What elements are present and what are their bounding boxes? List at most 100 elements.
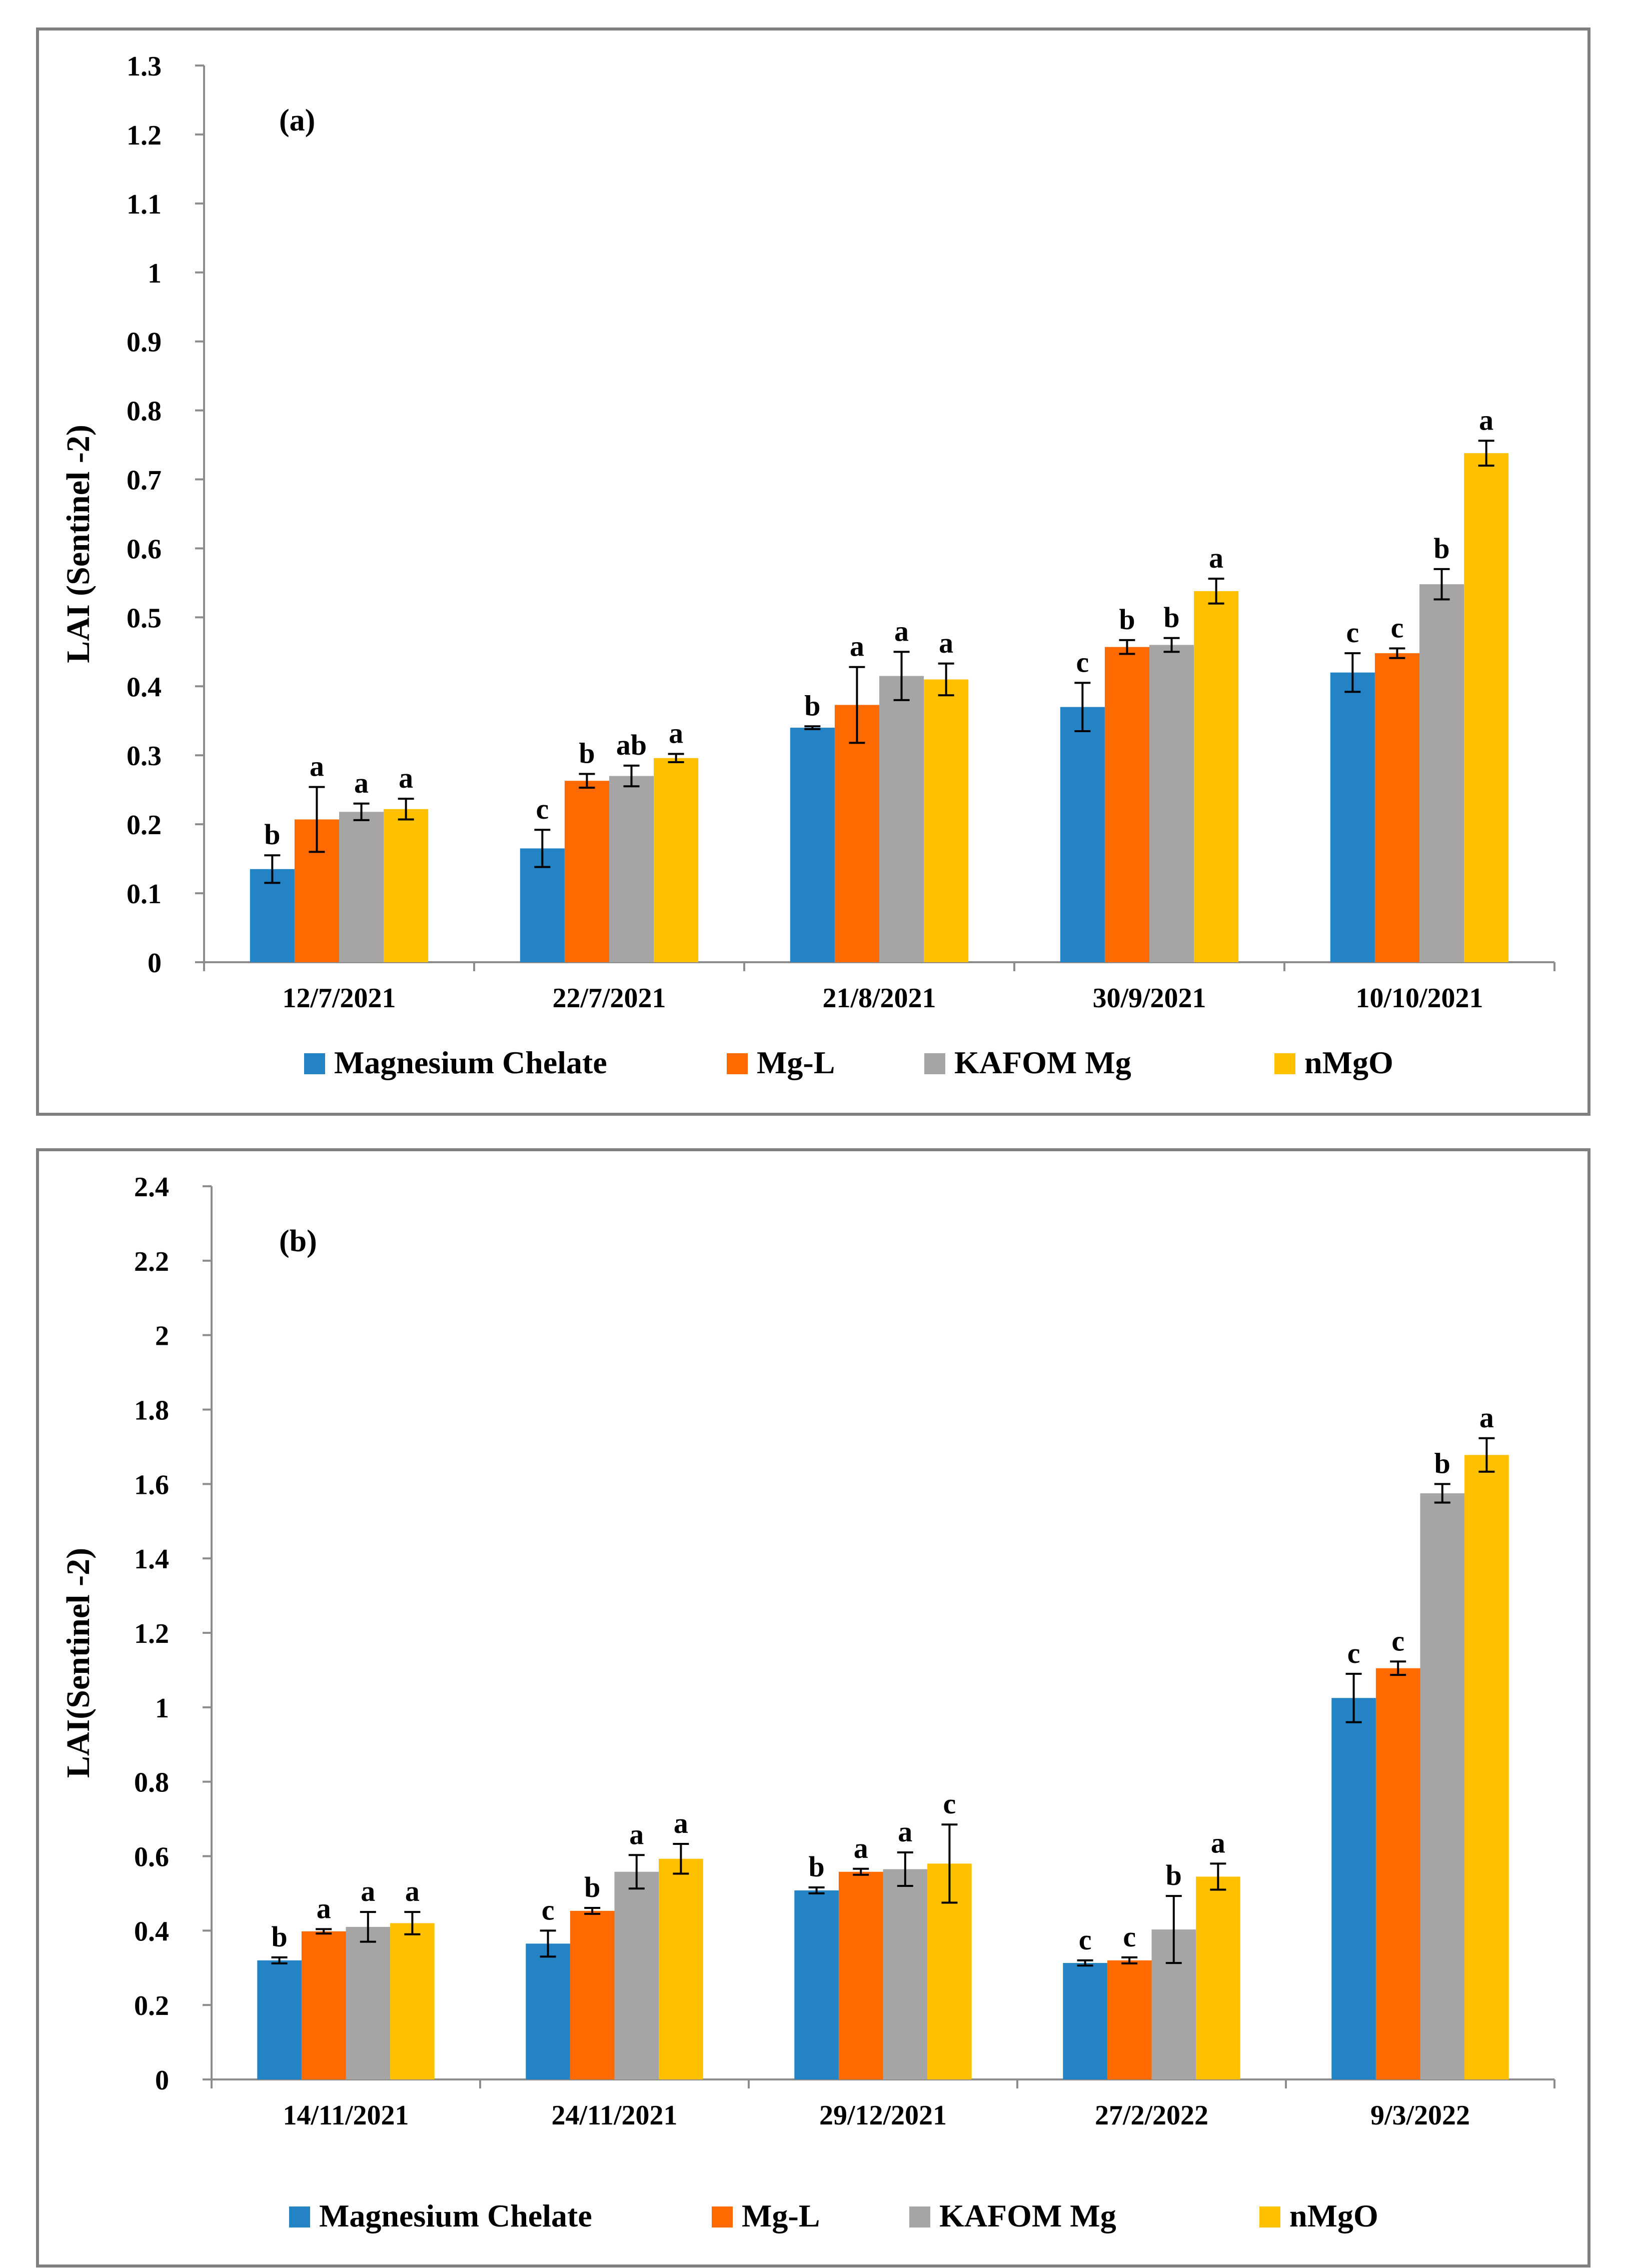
- chart-b-bar-magnesium-chelate-9-3-2022: [1331, 1698, 1376, 2079]
- chart-a-y-tick-label: 1.2: [127, 120, 162, 151]
- chart-b-y-tick-label: 0.4: [134, 1916, 169, 1947]
- chart-a-bar-mg-l-22-7-2021-significance-label: b: [579, 737, 595, 769]
- chart-b-legend-label-mg-l: Mg-L: [742, 2198, 820, 2233]
- chart-b-x-tick-label: 14/11/2021: [283, 2100, 409, 2131]
- chart-a-y-tick-label: 1.3: [127, 51, 162, 82]
- chart-b-bar-magnesium-chelate-24-11-2021: [526, 1943, 570, 2079]
- chart-a-bar-nmgo-12-7-2021: [384, 809, 429, 962]
- chart-b-y-axis-label: LAI(Sentinel -2): [60, 1548, 97, 1778]
- chart-a-bar-nmgo-22-7-2021: [654, 758, 699, 962]
- chart-a-bar-mg-l-21-8-2021-significance-label: a: [850, 630, 864, 663]
- chart-b-x-tick-label: 24/11/2021: [551, 2100, 677, 2131]
- chart-a-bar-nmgo-30-9-2021: [1194, 591, 1239, 962]
- chart-b-bar-magnesium-chelate-29-12-2021: [794, 1890, 839, 2079]
- chart-a-x-tick-label: 12/7/2021: [282, 983, 396, 1014]
- chart-b-bar-mg-l-27-2-2022: [1107, 1960, 1152, 2079]
- chart-b-x-tick-label: 29/12/2021: [819, 2100, 947, 2131]
- chart-b-x-tick-label: 27/2/2022: [1095, 2100, 1208, 2131]
- chart-b-y-tick-label: 0: [155, 2065, 169, 2096]
- chart-a-y-tick-label: 0: [148, 948, 162, 979]
- chart-a-bar-magnesium-chelate-21-8-2021-significance-label: b: [804, 689, 820, 722]
- chart-a-bar-nmgo-10-10-2021-significance-label: a: [1479, 404, 1493, 436]
- chart-b-bar-kafom-mg-27-2-2022-significance-label: b: [1166, 1859, 1182, 1891]
- chart-b-y-tick-label: 0.8: [134, 1767, 169, 1798]
- chart-b-y-tick-label: 1.2: [134, 1618, 169, 1649]
- chart-panel-b: 0 0.2 0.4 0.6 0.8 1 1.2 1.4 1.6 1.8 2 2.2 2.4 LAI(Sen…: [36, 1148, 1590, 2267]
- chart-b-y-tick-label: 1.8: [134, 1395, 169, 1426]
- chart-b-bar-kafom-mg-24-11-2021-significance-label: a: [629, 1818, 644, 1850]
- chart-a-bar-kafom-mg-10-10-2021-significance-label: b: [1433, 532, 1449, 565]
- chart-b-bar-magnesium-chelate-27-2-2022: [1063, 1963, 1107, 2079]
- chart-a-panel-label: (a): [279, 104, 315, 138]
- chart-b-bar-kafom-mg-14-11-2021-significance-label: a: [361, 1875, 375, 1907]
- chart-b-bar-mg-l-14-11-2021: [301, 1931, 346, 2079]
- chart-a-bar-magnesium-chelate-30-9-2021: [1060, 707, 1105, 962]
- chart-b-y-tick-label: 0.6: [134, 1842, 169, 1873]
- chart-a-svg: 0 0.1 0.2 0.3 0.4 0.5 0.6 0.7 0.8 0.9 1 1.1 1.2 1.3 LA…: [60, 51, 1555, 1080]
- chart-b-bar-nmgo-14-11-2021-significance-label: a: [405, 1875, 420, 1907]
- chart-a-bar-mg-l-21-8-2021: [834, 705, 879, 962]
- chart-b-bar-nmgo-24-11-2021: [659, 1858, 703, 2079]
- chart-b-bar-magnesium-chelate-14-11-2021: [257, 1960, 302, 2079]
- chart-a-bar-kafom-mg-21-8-2021-significance-label: a: [894, 615, 909, 647]
- chart-b-bar-magnesium-chelate-27-2-2022-significance-label: c: [1079, 1923, 1092, 1956]
- chart-b-legend-swatch-magnesium-chelate: [289, 2206, 310, 2227]
- chart-a-bar-magnesium-chelate-10-10-2021: [1330, 672, 1375, 962]
- chart-a-y-tick-label: 0.7: [127, 465, 162, 496]
- chart-a-bar-mg-l-10-10-2021: [1374, 653, 1419, 962]
- chart-b-bar-magnesium-chelate-24-11-2021-significance-label: c: [542, 1893, 555, 1926]
- chart-b-bar-mg-l-14-11-2021-significance-label: a: [317, 1892, 331, 1924]
- chart-b-legend-label-nmgo: nMgO: [1289, 2198, 1378, 2233]
- chart-a-bar-kafom-mg-30-9-2021: [1149, 645, 1194, 962]
- chart-a-bar-mg-l-12-7-2021-significance-label: a: [310, 750, 324, 783]
- chart-a-bar-magnesium-chelate-12-7-2021: [250, 869, 295, 962]
- chart-a-y-tick-label: 0.9: [127, 327, 162, 358]
- chart-b-bar-magnesium-chelate-9-3-2022-significance-label: c: [1347, 1637, 1360, 1669]
- chart-a-y-tick-label: 0.4: [127, 672, 162, 703]
- chart-a-bar-nmgo-30-9-2021-significance-label: a: [1209, 542, 1223, 574]
- chart-a-legend-swatch-kafom-mg: [924, 1053, 945, 1074]
- chart-b-bar-magnesium-chelate-14-11-2021-significance-label: b: [271, 1920, 287, 1953]
- chart-a-x-tick-label: 30/9/2021: [1092, 983, 1206, 1014]
- chart-a-y-tick-label: 0.3: [127, 741, 162, 772]
- chart-a-legend-label-mg-l: Mg-L: [757, 1045, 835, 1080]
- chart-b-bar-kafom-mg-24-11-2021: [614, 1871, 659, 2079]
- chart-a-legend-swatch-nmgo: [1274, 1053, 1295, 1074]
- chart-a-bar-kafom-mg-30-9-2021-significance-label: b: [1163, 601, 1179, 634]
- chart-b-bar-mg-l-9-3-2022: [1375, 1668, 1420, 2079]
- chart-a-legend-swatch-mg-l: [727, 1053, 748, 1074]
- chart-b-x-tick-label: 9/3/2022: [1370, 2100, 1470, 2131]
- chart-b-legend-swatch-nmgo: [1259, 2206, 1280, 2227]
- chart-b-panel-label: (b): [279, 1224, 317, 1258]
- chart-b-bar-nmgo-14-11-2021: [390, 1923, 435, 2079]
- chart-a-y-tick-label: 0.2: [127, 810, 162, 841]
- chart-b-bar-kafom-mg-9-3-2022-significance-label: b: [1434, 1447, 1450, 1479]
- chart-a-bar-magnesium-chelate-21-8-2021: [790, 728, 835, 962]
- chart-a-y-tick-label: 1: [148, 258, 162, 289]
- chart-a-legend-label-nmgo: nMgO: [1304, 1045, 1393, 1080]
- chart-a-bar-nmgo-21-8-2021-significance-label: a: [939, 627, 953, 659]
- chart-b-y-tick-label: 2.4: [134, 1172, 169, 1203]
- chart-a-bar-magnesium-chelate-30-9-2021-significance-label: c: [1076, 646, 1089, 678]
- chart-a-legend-swatch-magnesium-chelate: [304, 1053, 325, 1074]
- chart-a-y-tick-label: 0.8: [127, 396, 162, 427]
- chart-b-bar-mg-l-24-11-2021: [570, 1910, 615, 2079]
- chart-a-x-tick-label: 21/8/2021: [822, 983, 936, 1014]
- chart-b-y-tick-label: 2: [155, 1321, 169, 1352]
- chart-a-bar-magnesium-chelate-10-10-2021-significance-label: c: [1346, 616, 1359, 649]
- chart-a-bar-kafom-mg-22-7-2021-significance-label: ab: [616, 729, 647, 761]
- chart-a-bar-kafom-mg-12-7-2021: [339, 812, 384, 962]
- chart-b-svg: 0 0.2 0.4 0.6 0.8 1 1.2 1.4 1.6 1.8 2 2.2 2.4 LAI(Sen…: [60, 1172, 1555, 2233]
- chart-a-y-tick-label: 0.6: [127, 534, 162, 565]
- chart-a-bar-kafom-mg-12-7-2021-significance-label: a: [354, 767, 369, 799]
- chart-b-bar-kafom-mg-14-11-2021: [346, 1926, 391, 2079]
- chart-a-y-tick-label: 0.5: [127, 603, 162, 634]
- chart-b-legend-swatch-mg-l: [712, 2206, 733, 2227]
- chart-b-y-tick-label: 2.2: [134, 1246, 169, 1277]
- chart-panel-a: 0 0.1 0.2 0.3 0.4 0.5 0.6 0.7 0.8 0.9 1 1.1 1.2 1.3 LA…: [36, 28, 1590, 1116]
- chart-b-y-tick-label: 1.4: [134, 1544, 169, 1575]
- chart-a-bar-magnesium-chelate-22-7-2021-significance-label: c: [536, 793, 549, 825]
- chart-a-bar-nmgo-21-8-2021: [924, 679, 969, 962]
- chart-a-bar-mg-l-10-10-2021-significance-label: c: [1391, 611, 1404, 644]
- chart-a-bar-nmgo-12-7-2021-significance-label: a: [399, 762, 413, 794]
